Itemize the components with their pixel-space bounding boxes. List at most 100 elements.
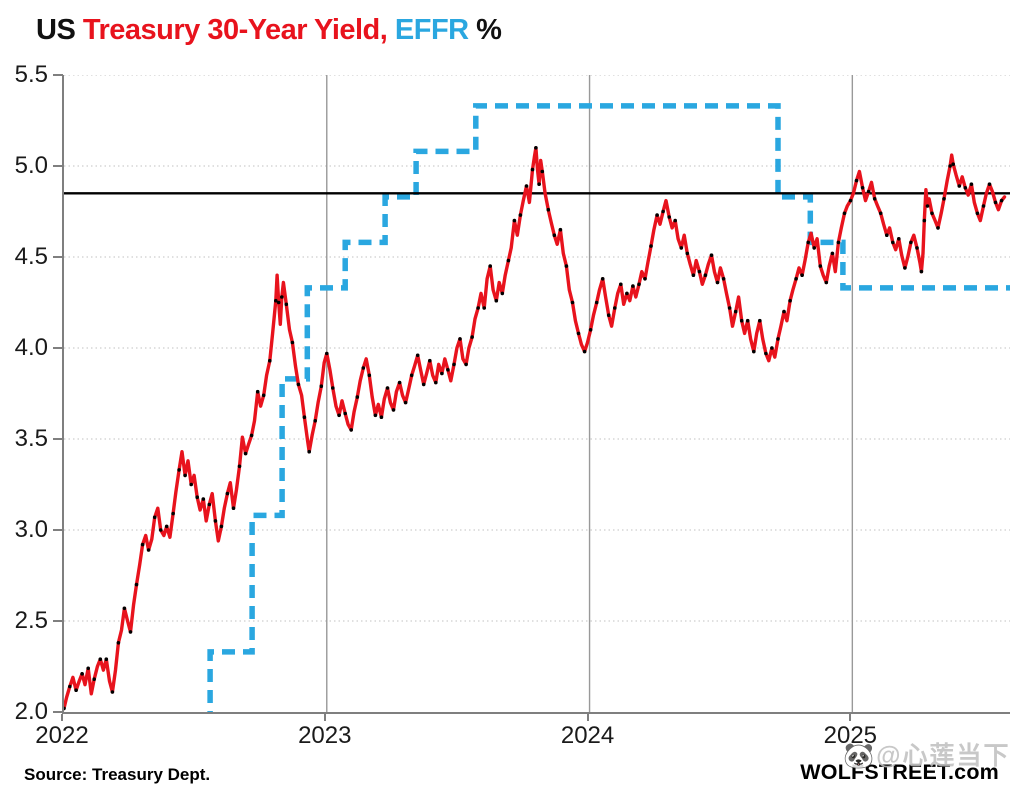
- treasury-daily-marker: [189, 482, 193, 487]
- treasury-daily-marker: [379, 415, 384, 420]
- treasury-daily-marker: [325, 351, 329, 356]
- y-axis-tick: [53, 529, 63, 531]
- treasury-daily-marker: [343, 411, 348, 416]
- y-axis-tick: [53, 256, 63, 258]
- treasury-daily-marker: [403, 400, 408, 405]
- treasury-daily-marker: [606, 313, 611, 317]
- treasury-daily-marker: [140, 542, 145, 547]
- treasury-daily-marker: [434, 380, 438, 385]
- y-axis-label: 2.5: [14, 607, 48, 634]
- source-note: Source: Treasury Dept.: [24, 765, 211, 784]
- treasury-daily-marker: [421, 382, 426, 387]
- plot-area: [62, 75, 1010, 714]
- x-axis-tick: [586, 714, 589, 721]
- treasury-daily-marker: [951, 162, 955, 166]
- treasury-daily-marker: [770, 346, 774, 350]
- treasury-daily-marker: [367, 373, 372, 378]
- treasury-daily-marker: [673, 218, 677, 223]
- treasury-daily-marker: [745, 318, 750, 323]
- treasury-daily-marker: [594, 300, 599, 305]
- treasury-daily-marker: [963, 186, 968, 190]
- treasury-daily-marker: [631, 284, 635, 288]
- treasury-daily-marker: [727, 306, 732, 310]
- treasury-daily-marker: [897, 237, 901, 241]
- treasury-daily-marker: [588, 328, 593, 332]
- treasury-daily-marker: [361, 366, 366, 370]
- treasury-daily-marker: [506, 258, 511, 263]
- treasury-daily-marker: [866, 189, 871, 194]
- treasury-daily-marker: [183, 473, 187, 478]
- treasury-daily-marker: [788, 298, 792, 303]
- y-axis-label: 5.5: [14, 61, 48, 88]
- treasury-daily-marker: [213, 519, 218, 523]
- y-axis-label: 3.5: [14, 425, 48, 452]
- treasury-daily-marker: [836, 240, 841, 245]
- treasury-daily-marker: [534, 146, 538, 150]
- treasury-daily-marker: [134, 582, 139, 587]
- treasury-daily-marker: [697, 269, 702, 274]
- treasury-daily-marker: [872, 197, 877, 201]
- treasury-daily-marker: [152, 515, 157, 520]
- treasury-daily-marker: [110, 690, 115, 694]
- treasury-daily-marker: [146, 548, 151, 552]
- treasury-daily-marker: [909, 240, 913, 245]
- treasury-daily-marker: [385, 386, 390, 390]
- treasury-daily-marker: [290, 340, 295, 345]
- treasury-daily-marker: [280, 295, 284, 299]
- treasury-daily-marker: [225, 491, 230, 496]
- treasury-daily-marker: [922, 218, 927, 223]
- treasury-daily-marker: [440, 371, 444, 376]
- treasury-daily-marker: [685, 251, 690, 256]
- treasury-daily-marker: [68, 684, 72, 689]
- treasury-daily-marker: [794, 277, 798, 281]
- treasury-daily-marker: [582, 349, 587, 354]
- treasury-daily-marker: [500, 291, 505, 296]
- treasury-daily-marker: [891, 240, 895, 245]
- y-axis-label: 5.0: [14, 152, 48, 179]
- treasury-daily-marker: [249, 433, 254, 438]
- treasury-daily-marker: [397, 380, 402, 385]
- treasury-daily-marker: [915, 246, 919, 250]
- y-axis-tick: [53, 711, 63, 713]
- treasury-daily-marker: [649, 244, 653, 248]
- y-axis-label: 2.0: [14, 698, 48, 725]
- treasury-daily-marker: [703, 273, 708, 277]
- treasury-daily-marker: [558, 227, 563, 232]
- treasury-daily-marker: [679, 246, 684, 250]
- treasury-daily-marker: [930, 211, 934, 216]
- treasury-daily-marker: [482, 306, 487, 310]
- treasury-daily-marker: [613, 306, 617, 310]
- treasury-daily-marker: [999, 198, 1004, 203]
- treasury-daily-marker: [721, 277, 726, 281]
- chart-canvas: [64, 75, 1010, 712]
- treasury-daily-marker: [331, 386, 335, 390]
- treasury-daily-marker: [903, 266, 907, 270]
- treasury-daily-marker: [80, 672, 84, 676]
- treasury-daily-marker: [428, 358, 432, 363]
- treasury-daily-marker: [936, 226, 940, 230]
- title-prefix: US: [36, 14, 83, 46]
- treasury-daily-marker: [128, 630, 133, 634]
- treasury-daily-marker: [957, 184, 962, 188]
- treasury-daily-marker: [524, 184, 529, 188]
- treasury-daily-marker: [307, 449, 311, 454]
- treasury-daily-marker: [470, 335, 474, 339]
- treasury-daily-marker: [243, 451, 248, 456]
- treasury-daily-marker: [758, 318, 762, 323]
- y-axis-label: 3.0: [14, 516, 48, 543]
- treasury-daily-marker: [274, 298, 278, 303]
- chart-title: US Treasury 30-Year Yield, EFFR %: [36, 14, 502, 47]
- treasury-daily-marker: [476, 306, 480, 310]
- x-axis-tick: [61, 714, 63, 721]
- treasury-daily-marker: [564, 264, 569, 268]
- y-axis-tick: [53, 347, 63, 349]
- treasury-daily-marker: [349, 428, 354, 432]
- title-treasury-label: Treasury 30-Year Yield: [82, 14, 380, 46]
- treasury-daily-marker: [201, 497, 206, 501]
- x-axis-label: 2025: [823, 722, 878, 749]
- treasury-daily-marker: [537, 182, 541, 186]
- treasury-daily-marker: [86, 666, 90, 671]
- treasury-daily-marker: [540, 169, 545, 174]
- y-axis-tick: [53, 438, 63, 440]
- treasury-daily-marker: [255, 389, 260, 394]
